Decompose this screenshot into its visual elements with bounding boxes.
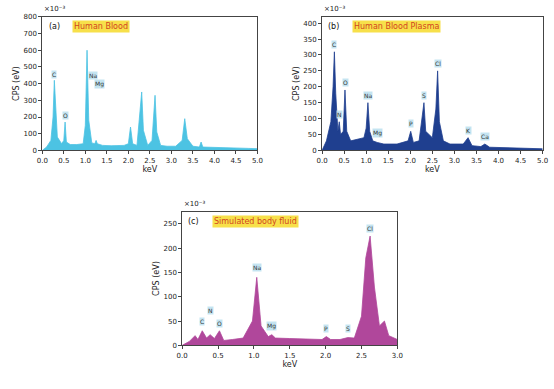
svg-text:2.5: 2.5 bbox=[144, 157, 155, 165]
svg-text:0: 0 bbox=[33, 147, 37, 155]
svg-text:CPS (eV): CPS (eV) bbox=[152, 261, 161, 296]
svg-text:3.0: 3.0 bbox=[449, 157, 460, 165]
svg-text:600: 600 bbox=[24, 47, 37, 55]
svg-text:1.0: 1.0 bbox=[361, 157, 372, 165]
svg-text:Cl: Cl bbox=[367, 225, 373, 232]
svg-text:4.0: 4.0 bbox=[209, 157, 220, 165]
svg-text:(c): (c) bbox=[188, 217, 199, 226]
svg-text:Cl: Cl bbox=[435, 60, 441, 67]
svg-text:1.0: 1.0 bbox=[80, 157, 91, 165]
svg-text:Ca: Ca bbox=[481, 133, 489, 140]
svg-text:CPS (eV): CPS (eV) bbox=[292, 66, 301, 101]
svg-text:50: 50 bbox=[168, 318, 177, 326]
svg-text:400: 400 bbox=[24, 80, 37, 88]
svg-text:2.5: 2.5 bbox=[427, 157, 438, 165]
svg-text:300: 300 bbox=[303, 51, 316, 59]
svg-text:Human Blood: Human Blood bbox=[74, 22, 128, 31]
svg-text:keV: keV bbox=[143, 165, 158, 174]
svg-text:K: K bbox=[466, 127, 471, 134]
svg-text:100: 100 bbox=[303, 115, 316, 123]
svg-text:4.5: 4.5 bbox=[515, 157, 526, 165]
svg-text:3.0: 3.0 bbox=[166, 157, 177, 165]
svg-text:0.0: 0.0 bbox=[316, 157, 327, 165]
svg-text:(b): (b) bbox=[328, 22, 339, 31]
svg-text:keV: keV bbox=[425, 165, 440, 174]
svg-text:250: 250 bbox=[303, 67, 316, 75]
svg-text:50: 50 bbox=[308, 131, 317, 139]
svg-text:N: N bbox=[337, 111, 342, 118]
svg-text:O: O bbox=[343, 79, 348, 86]
svg-text:200: 200 bbox=[303, 83, 316, 91]
svg-text:300: 300 bbox=[24, 97, 37, 105]
svg-text:3.5: 3.5 bbox=[187, 157, 198, 165]
svg-text:C: C bbox=[332, 41, 336, 48]
svg-text:700: 700 bbox=[24, 30, 37, 38]
svg-text:O: O bbox=[217, 320, 222, 327]
svg-text:Mg: Mg bbox=[95, 80, 104, 88]
svg-text:Human Blood Plasma: Human Blood Plasma bbox=[354, 22, 439, 31]
svg-text:Mg: Mg bbox=[267, 322, 276, 330]
svg-text:S: S bbox=[346, 325, 350, 332]
svg-text:5.0: 5.0 bbox=[252, 157, 263, 165]
svg-text:CPS (eV): CPS (eV) bbox=[12, 66, 21, 101]
svg-text:Na: Na bbox=[89, 72, 97, 79]
svg-text:C: C bbox=[52, 71, 56, 78]
svg-text:Na: Na bbox=[253, 264, 261, 271]
svg-text:200: 200 bbox=[24, 113, 37, 121]
svg-text:O: O bbox=[63, 112, 68, 119]
svg-text:4.0: 4.0 bbox=[493, 157, 504, 165]
svg-text:2.0: 2.0 bbox=[320, 352, 331, 360]
svg-text:100: 100 bbox=[24, 130, 37, 138]
svg-text:5.0: 5.0 bbox=[537, 157, 548, 165]
svg-text:N: N bbox=[208, 307, 213, 314]
svg-text:2.0: 2.0 bbox=[405, 157, 416, 165]
svg-text:1.0: 1.0 bbox=[248, 352, 259, 360]
svg-text:800: 800 bbox=[24, 13, 37, 21]
svg-text:3.0: 3.0 bbox=[392, 352, 403, 360]
svg-text:C: C bbox=[200, 318, 204, 325]
svg-text:×10⁻³: ×10⁻³ bbox=[324, 5, 345, 13]
svg-text:Simulated body fluid: Simulated body fluid bbox=[214, 217, 297, 226]
svg-text:1.5: 1.5 bbox=[284, 352, 295, 360]
svg-text:0.5: 0.5 bbox=[339, 157, 350, 165]
svg-text:P: P bbox=[409, 120, 413, 127]
svg-text:P: P bbox=[324, 325, 328, 332]
svg-text:×10⁻³: ×10⁻³ bbox=[184, 200, 205, 208]
svg-text:0.5: 0.5 bbox=[58, 157, 69, 165]
svg-text:0: 0 bbox=[172, 342, 176, 350]
svg-text:Na: Na bbox=[364, 92, 372, 99]
svg-text:500: 500 bbox=[24, 63, 37, 71]
svg-text:0.0: 0.0 bbox=[177, 352, 188, 360]
svg-text:100: 100 bbox=[163, 293, 176, 301]
svg-text:×10⁻³: ×10⁻³ bbox=[44, 5, 65, 13]
svg-text:S: S bbox=[422, 92, 426, 99]
svg-text:Mg: Mg bbox=[373, 129, 382, 137]
svg-text:150: 150 bbox=[303, 99, 316, 107]
svg-text:250: 250 bbox=[163, 220, 176, 228]
svg-text:0.0: 0.0 bbox=[37, 157, 48, 165]
svg-text:(a): (a) bbox=[49, 22, 60, 31]
svg-text:400: 400 bbox=[303, 20, 316, 28]
svg-text:0: 0 bbox=[312, 147, 316, 155]
svg-text:4.5: 4.5 bbox=[230, 157, 241, 165]
svg-text:1.5: 1.5 bbox=[383, 157, 394, 165]
svg-text:1.5: 1.5 bbox=[101, 157, 112, 165]
svg-text:350: 350 bbox=[303, 36, 316, 44]
svg-text:0.5: 0.5 bbox=[212, 352, 223, 360]
svg-text:2.5: 2.5 bbox=[356, 352, 367, 360]
svg-text:3.5: 3.5 bbox=[471, 157, 482, 165]
svg-text:200: 200 bbox=[163, 245, 176, 253]
svg-text:2.0: 2.0 bbox=[123, 157, 134, 165]
svg-text:keV: keV bbox=[282, 360, 297, 369]
svg-text:150: 150 bbox=[163, 269, 176, 277]
